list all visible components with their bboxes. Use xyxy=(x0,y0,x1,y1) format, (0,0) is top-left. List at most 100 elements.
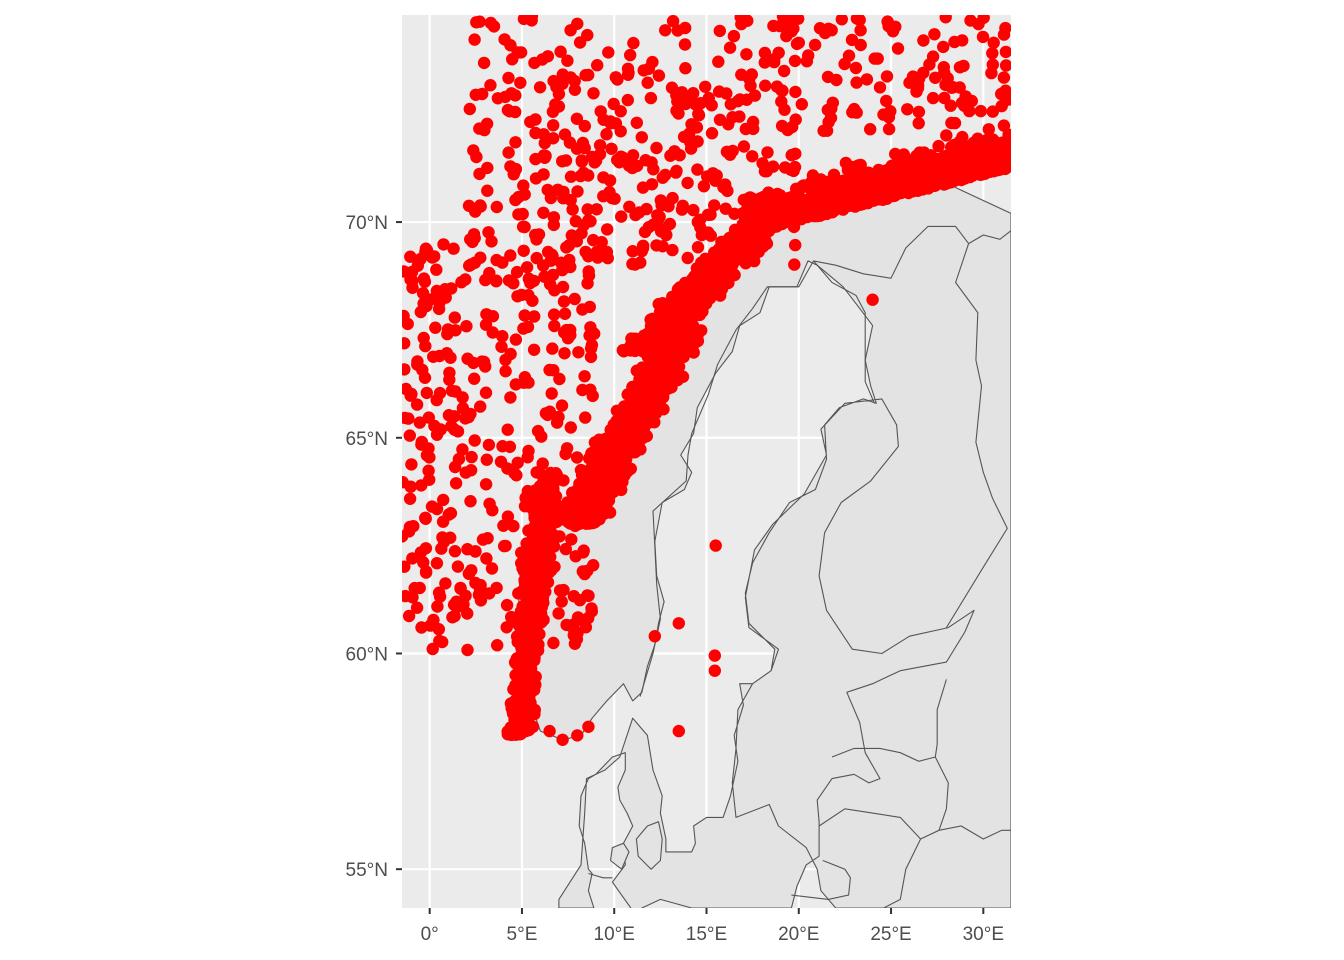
observation-point-3600 xyxy=(403,429,416,442)
observation-point-4271 xyxy=(938,91,951,105)
observation-point-4266 xyxy=(864,123,877,136)
observation-point-4120 xyxy=(528,56,541,70)
observation-point-3595 xyxy=(429,321,442,334)
observation-point-4199 xyxy=(687,87,700,100)
observation-point-3988 xyxy=(670,164,683,178)
observation-point-3620 xyxy=(410,601,424,614)
y-axis: 55°N 60°N 65°N 70°N xyxy=(346,213,402,881)
observation-point-3526 xyxy=(404,250,417,263)
observation-point-3665 xyxy=(479,318,493,331)
observation-point-1560 xyxy=(630,364,643,377)
observation-point-4320 xyxy=(889,20,902,33)
observation-point-4334 xyxy=(708,664,721,677)
observation-point-3449 xyxy=(947,164,960,177)
observation-point-3565 xyxy=(480,453,493,466)
observation-point-4154 xyxy=(623,200,636,213)
observation-point-3356 xyxy=(885,159,898,172)
observation-point-4113 xyxy=(561,54,574,67)
observation-point-4331 xyxy=(672,724,685,738)
observation-point-3942 xyxy=(587,87,600,100)
observation-point-631 xyxy=(535,562,548,575)
observation-point-3671 xyxy=(576,565,589,578)
observation-point-4314 xyxy=(776,84,789,97)
observation-point-4000 xyxy=(478,123,491,137)
observation-point-3826 xyxy=(564,328,577,342)
observation-point-4091 xyxy=(659,168,672,182)
observation-point-4201 xyxy=(467,144,480,157)
observation-point-4133 xyxy=(717,243,730,256)
observation-point-3642 xyxy=(482,438,496,452)
observation-point-3669 xyxy=(455,276,468,289)
observation-point-3718 xyxy=(430,263,443,276)
observation-point-4264 xyxy=(953,81,966,94)
observation-point-3635 xyxy=(572,346,585,359)
observation-point-3730 xyxy=(576,383,589,397)
observation-point-3917 xyxy=(672,107,685,120)
observation-point-3906 xyxy=(641,76,654,89)
observation-point-4338 xyxy=(526,720,540,733)
observation-point-3429 xyxy=(854,158,867,172)
observation-point-4090 xyxy=(758,56,771,69)
observation-point-3744 xyxy=(402,317,414,331)
border-lithuania-belarus xyxy=(883,838,922,908)
observation-point-3930 xyxy=(709,174,722,187)
observation-point-3448 xyxy=(922,174,935,188)
observation-point-4276 xyxy=(880,70,894,83)
border-denmark-germany xyxy=(588,872,613,879)
observation-point-3753 xyxy=(547,364,560,377)
observation-point-1607 xyxy=(599,432,612,445)
observation-point-3772 xyxy=(408,581,421,595)
observation-point-4072 xyxy=(573,36,587,49)
observation-point-4225 xyxy=(948,116,962,130)
observation-point-4079 xyxy=(650,239,663,252)
observation-point-4123 xyxy=(764,212,778,225)
observation-point-3631 xyxy=(402,530,409,543)
observation-point-3713 xyxy=(419,565,433,578)
observation-point-3800 xyxy=(577,544,590,557)
observation-point-3490 xyxy=(439,577,452,590)
observation-point-3978 xyxy=(748,89,762,102)
observation-point-3727 xyxy=(430,284,443,298)
observation-point-3783 xyxy=(419,511,432,524)
observation-point-4021 xyxy=(516,207,529,221)
observation-point-3757 xyxy=(510,469,523,482)
observation-point-4157 xyxy=(733,93,747,106)
observation-point-3435 xyxy=(1001,159,1011,172)
observation-point-4193 xyxy=(670,88,683,102)
observation-point-1625 xyxy=(665,369,678,383)
observation-point-640 xyxy=(539,502,552,515)
observation-point-3621 xyxy=(526,294,539,307)
observation-point-3985 xyxy=(537,206,550,219)
observation-point-2545 xyxy=(677,285,690,299)
observation-point-4168 xyxy=(630,159,644,173)
observation-point-3528 xyxy=(517,244,530,257)
observation-point-4245 xyxy=(926,91,940,105)
observation-point-4050 xyxy=(554,45,567,58)
observation-point-4077 xyxy=(525,15,538,27)
observation-point-3586 xyxy=(536,457,549,470)
observation-point-4121 xyxy=(736,207,749,220)
observation-point-4139 xyxy=(530,251,543,265)
observation-point-4295 xyxy=(997,71,1011,84)
observation-point-3752 xyxy=(404,480,417,493)
observation-point-630 xyxy=(529,583,542,597)
observation-point-3447 xyxy=(808,198,821,211)
observation-point-3660 xyxy=(511,618,525,631)
observation-point-4253 xyxy=(880,94,893,108)
observation-point-4132 xyxy=(726,144,739,158)
observation-point-4191 xyxy=(775,119,789,133)
observation-point-3967 xyxy=(748,254,761,268)
observation-point-3304 xyxy=(980,133,994,147)
observation-point-4122 xyxy=(569,215,582,228)
observation-point-3896 xyxy=(554,256,568,269)
observation-point-3801 xyxy=(449,477,463,490)
observation-point-3691 xyxy=(515,546,528,559)
observation-point-3533 xyxy=(402,589,412,603)
observation-point-4190 xyxy=(509,89,522,102)
observation-point-1639 xyxy=(585,513,598,526)
observation-point-4068 xyxy=(565,229,578,242)
observation-point-3686 xyxy=(454,581,467,595)
observation-point-4022 xyxy=(544,254,557,267)
observation-point-4187 xyxy=(609,71,622,84)
observation-point-4136 xyxy=(537,149,551,162)
